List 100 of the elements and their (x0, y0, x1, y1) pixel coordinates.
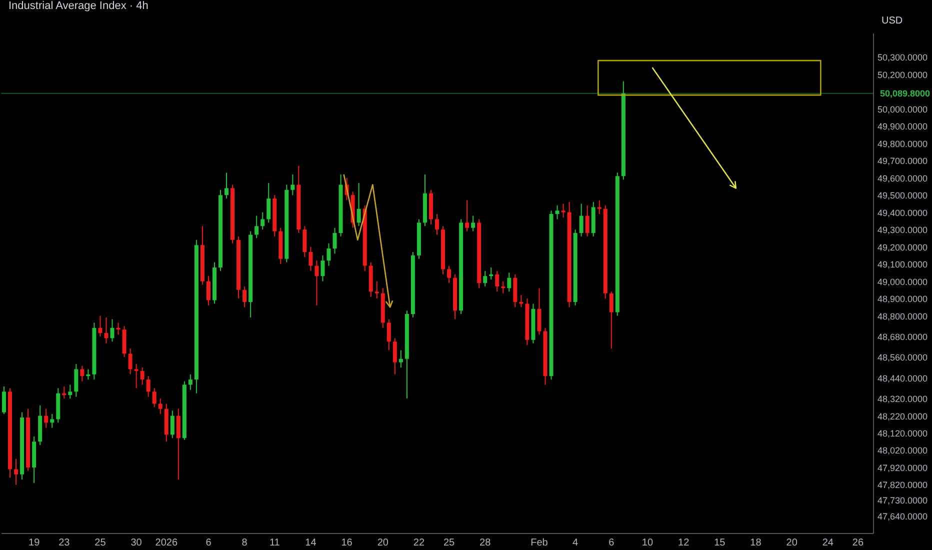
candlestick (158, 398, 162, 415)
candlestick (74, 364, 78, 398)
y-tick-label: 49,700.0000 (878, 156, 928, 166)
candlestick (254, 215, 259, 239)
y-tick-label: 50,200.0000 (878, 70, 928, 80)
candlestick (152, 388, 156, 408)
x-tick-label: 18 (750, 538, 762, 548)
candlestick (609, 291, 614, 350)
candlestick (188, 374, 192, 390)
y-tick-label: 48,120.0000 (878, 428, 928, 438)
candlestick (110, 318, 114, 342)
candlestick (44, 408, 48, 428)
y-tick-label: 48,440.0000 (878, 373, 928, 384)
x-tick-label: 19 (28, 538, 40, 548)
candlestick (561, 203, 566, 218)
candlestick (585, 204, 590, 237)
x-tick-label: 25 (94, 538, 106, 548)
candlestick (398, 350, 403, 368)
candlestick (597, 200, 602, 215)
y-tick-label: 47,820.0000 (878, 480, 928, 490)
candlestick (170, 410, 174, 439)
y-tick-label: 49,000.0000 (878, 276, 928, 287)
candlestick (447, 265, 452, 284)
y-tick-label: 49,400.0000 (878, 208, 928, 218)
x-tick-label: 2026 (155, 538, 178, 548)
candlestick (507, 272, 512, 292)
candlestick (471, 215, 476, 232)
candlestick (68, 384, 72, 400)
chart-title: Industrial Average Index · 4h (8, 0, 148, 12)
x-tick-label: Feb (530, 538, 548, 548)
candlestick (579, 203, 584, 237)
x-tick-label: 26 (852, 538, 864, 548)
y-tick-label: 50,000.0000 (878, 104, 928, 114)
candlestick (104, 316, 108, 344)
x-tick-label: 20 (377, 538, 389, 548)
candlestick (320, 254, 325, 282)
x-tick-label: 25 (443, 538, 456, 548)
x-tick-label: 15 (714, 538, 726, 548)
y-tick-label: 49,500.0000 (878, 190, 928, 201)
x-tick-label: 28 (480, 538, 492, 548)
x-tick-label: 30 (130, 538, 142, 548)
candlestick (435, 214, 439, 236)
candlestick (356, 182, 361, 227)
x-tick-label: 20 (786, 538, 798, 548)
candlestick (140, 366, 144, 386)
y-axis-title: USD (882, 16, 903, 26)
candlestick (98, 315, 102, 337)
candlestick (308, 246, 313, 272)
y-tick-label: 48,680.0000 (878, 332, 928, 342)
y-tick-label: 48,220.0000 (878, 411, 928, 422)
candlestick (80, 365, 84, 382)
y-tick-label: 49,100.0000 (878, 260, 928, 270)
candlestick (128, 348, 132, 375)
candlestick (206, 276, 210, 306)
x-tick-label: 12 (678, 538, 690, 548)
y-tick-label: 49,900.0000 (878, 122, 928, 132)
candlestick (146, 376, 150, 398)
y-tick-label: 48,020.0000 (878, 446, 928, 456)
y-tick-label: 49,300.0000 (878, 225, 928, 236)
candlestick (224, 172, 229, 200)
candlestick (483, 270, 488, 287)
candlestick (555, 204, 560, 220)
y-tick-label: 48,900.0000 (878, 294, 928, 304)
y-tick-label: 49,200.0000 (878, 242, 928, 252)
ref-line-label: 50,089.8000 (880, 88, 930, 98)
x-tick-label: 4 (572, 538, 579, 548)
y-tick-label: 47,640.0000 (878, 511, 928, 522)
y-tick-label: 47,730.0000 (878, 496, 928, 506)
candlestick (392, 338, 397, 375)
candlestick (314, 260, 319, 306)
candlestick (386, 318, 391, 351)
candlestick (2, 386, 6, 415)
candlestick (290, 174, 295, 196)
x-tick-label: 22 (413, 538, 425, 548)
y-tick-label: 47,920.0000 (878, 462, 928, 473)
candlestick (134, 364, 138, 389)
y-tick-label: 48,560.0000 (878, 352, 928, 363)
candlestick (14, 458, 18, 486)
candlestick (465, 200, 470, 232)
candlestick (537, 288, 542, 336)
x-tick-label: 11 (269, 538, 280, 548)
candlestick (374, 280, 379, 300)
candlestick (326, 242, 331, 266)
y-tick-label: 50,300.0000 (878, 52, 928, 63)
x-tick-label: 10 (642, 538, 654, 548)
candlestick (176, 408, 180, 480)
candlestick (260, 212, 265, 230)
y-tick-label: 49,600.0000 (878, 173, 928, 184)
y-tick-label: 48,800.0000 (878, 311, 928, 322)
y-tick-label: 48,320.0000 (878, 394, 928, 404)
candlestick (242, 286, 247, 308)
x-tick-label: 6 (206, 538, 212, 548)
candlestick (302, 226, 307, 258)
candlestick (50, 414, 54, 428)
candlestick (332, 227, 337, 254)
x-tick-label: 23 (58, 538, 70, 548)
x-tick-label: 14 (305, 538, 317, 548)
x-tick-label: 6 (608, 538, 615, 548)
candlestick (495, 270, 500, 292)
x-tick-label: 24 (822, 538, 834, 548)
